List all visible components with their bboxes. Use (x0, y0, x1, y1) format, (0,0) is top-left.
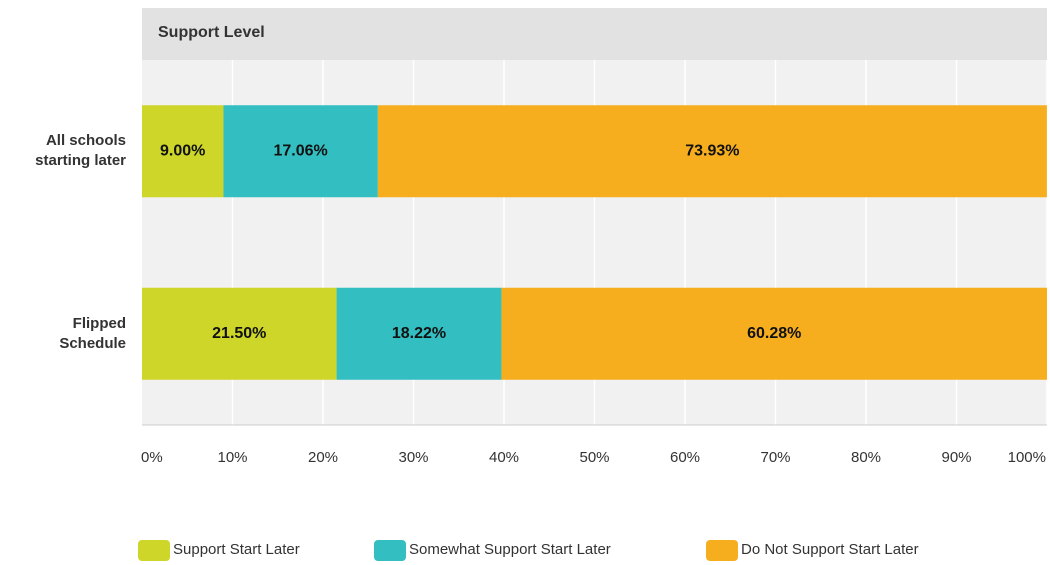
legend-swatch (374, 540, 406, 561)
bar-segment (142, 105, 224, 198)
x-tick-label: 20% (308, 449, 338, 466)
legend-swatch (138, 540, 170, 561)
bar-segment (142, 287, 337, 380)
x-tick-label: 0% (141, 449, 163, 466)
legend-label: Do Not Support Start Later (741, 541, 919, 558)
legend-label: Support Start Later (173, 541, 300, 558)
data-label: 18.22% (392, 325, 446, 342)
bar-segment (336, 287, 502, 380)
x-tick-label: 60% (670, 449, 700, 466)
data-label: 73.93% (685, 142, 739, 159)
data-label: 9.00% (160, 142, 205, 159)
x-tick-label: 90% (941, 449, 971, 466)
x-tick-label: 10% (217, 449, 247, 466)
x-tick-label: 30% (398, 449, 428, 466)
data-label: 17.06% (274, 142, 328, 159)
header-band (142, 8, 1047, 60)
legend-swatch (706, 540, 738, 561)
x-tick-label: 100% (1008, 449, 1046, 466)
x-tick-label: 40% (489, 449, 519, 466)
x-tick-label: 80% (851, 449, 881, 466)
data-label: 60.28% (747, 325, 801, 342)
bar-segment (501, 287, 1047, 380)
x-tick-label: 50% (579, 449, 609, 466)
legend-label: Somewhat Support Start Later (409, 541, 611, 558)
bar-segment (223, 105, 378, 198)
category-label: Flipped Schedule (59, 314, 126, 352)
chart-title: Support Level (158, 24, 265, 41)
bar-segment (377, 105, 1047, 198)
x-tick-label: 70% (760, 449, 790, 466)
category-label: All schools starting later (35, 132, 126, 170)
data-label: 21.50% (212, 325, 266, 342)
